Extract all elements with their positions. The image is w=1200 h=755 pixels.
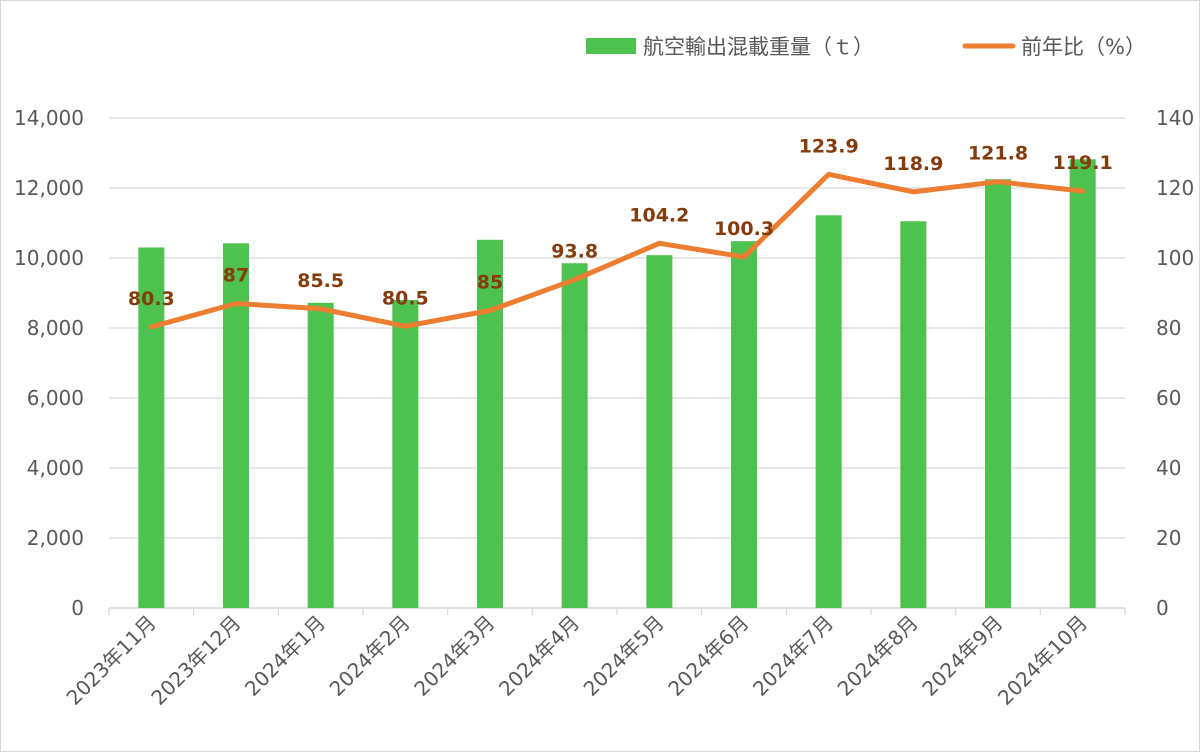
bar (223, 243, 249, 609)
bar (392, 300, 419, 608)
line-series (148, 171, 1086, 330)
axes: 0 2,000 4,000 6,000 8,000 10,000 12,000 14,000 0… (14, 106, 1194, 710)
data-label: 119.1 (1053, 152, 1113, 174)
x-tick-label: 2023年12月 (146, 611, 245, 710)
bar (307, 302, 334, 608)
x-tick-label: 2024年1月 (240, 611, 330, 701)
data-labels: 80.3 87 85.5 80.5 85 93.8 104.2 100.3 123.9 118.9… (128, 135, 1113, 310)
y-left-tick-label: 0 (71, 596, 84, 620)
y-right-tick-label: 60 (1156, 386, 1181, 410)
bar (646, 255, 673, 608)
y-left-tick-label: 8,000 (27, 316, 84, 340)
bar (1069, 159, 1096, 609)
data-label: 121.8 (968, 143, 1028, 165)
x-tick-label: 2024年6月 (663, 611, 753, 701)
bar (561, 263, 588, 608)
legend: 航空輸出混載重量（ｔ） 前年比（%） (586, 35, 1146, 59)
y-left-tick-label: 4,000 (27, 456, 84, 480)
y-right-tick-label: 100 (1156, 246, 1194, 270)
data-label: 104.2 (629, 204, 689, 226)
bar-series (138, 159, 1096, 609)
x-tick-label: 2024年9月 (917, 611, 1007, 701)
data-label: 118.9 (883, 153, 943, 175)
y-left-tick-label: 6,000 (27, 386, 84, 410)
bar (815, 215, 842, 609)
data-label: 100.3 (714, 218, 774, 240)
y-right-tick-label: 0 (1156, 596, 1169, 620)
data-label: 80.3 (128, 288, 175, 310)
x-tick-label: 2024年5月 (579, 611, 669, 701)
bar (477, 239, 503, 609)
y-right-tick-label: 120 (1156, 176, 1194, 200)
x-tick-label: 2024年10月 (993, 611, 1092, 710)
x-tick-label: 2024年3月 (409, 611, 499, 701)
legend-bar-label: 航空輸出混載重量（ｔ） (643, 35, 874, 59)
x-tick-label: 2024年2月 (325, 611, 415, 701)
x-tick-label: 2024年7月 (748, 611, 838, 701)
y-right-tick-label: 140 (1156, 106, 1194, 130)
bar (138, 247, 165, 608)
data-label: 85 (477, 272, 503, 294)
y-left-tick-label: 10,000 (14, 246, 84, 270)
y-right-tick-label: 80 (1156, 316, 1181, 340)
legend-line-label: 前年比（%） (1021, 35, 1146, 59)
bar (731, 241, 757, 608)
data-label: 80.5 (382, 287, 429, 309)
y-right-tick-label: 40 (1156, 456, 1181, 480)
x-tick-label: 2024年8月 (833, 611, 923, 701)
x-tick-label: 2024年4月 (494, 611, 584, 701)
y-left-tick-label: 12,000 (14, 176, 84, 200)
gridlines (109, 117, 1125, 539)
y-right-tick-label: 20 (1156, 526, 1181, 550)
y-left-tick-label: 14,000 (14, 106, 84, 130)
y-left-tick-label: 2,000 (27, 526, 84, 550)
legend-bar-swatch (586, 38, 636, 54)
x-tick-label: 2023年11月 (62, 611, 161, 710)
data-label: 123.9 (799, 135, 859, 157)
data-label: 87 (223, 265, 249, 287)
bar (900, 221, 927, 608)
line-series-path (148, 171, 1086, 330)
data-label: 93.8 (551, 241, 598, 263)
data-label: 85.5 (297, 270, 344, 292)
bar (985, 179, 1011, 608)
